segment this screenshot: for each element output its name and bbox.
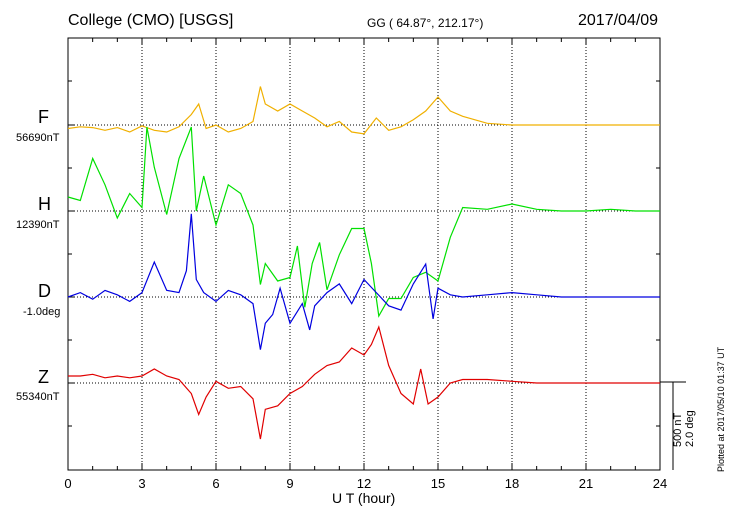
series-f <box>67 86 660 135</box>
series-d <box>67 213 660 350</box>
label-f: F <box>38 107 49 127</box>
x-tick-label-9: 9 <box>286 476 293 491</box>
baseline-h: 12390nT <box>16 219 60 231</box>
label-z: Z <box>38 367 49 387</box>
x-tick-label-0: 0 <box>64 476 71 491</box>
label-h: H <box>38 194 51 214</box>
x-tick-label-12: 12 <box>357 476 371 491</box>
traces <box>67 86 660 440</box>
series-h <box>67 126 660 318</box>
x-axis: 0 3 6 9 12 15 18 21 24 <box>64 38 667 491</box>
baseline-z: 55340nT <box>16 391 60 403</box>
chart-title: College (CMO) [USGS] <box>68 12 234 29</box>
x-tick-label-24: 24 <box>653 476 667 491</box>
scale-label-nt: 500 nT <box>672 412 684 447</box>
label-d: D <box>38 281 51 301</box>
station-coordinates: GG ( 64.87°, 212.17°) <box>367 16 484 30</box>
scale-label-deg: 2.0 deg <box>684 410 696 447</box>
grid <box>68 38 660 470</box>
scale-bar <box>660 381 686 470</box>
x-tick-label-15: 15 <box>431 476 445 491</box>
baseline-d: -1.0deg <box>23 306 61 318</box>
x-tick-label-21: 21 <box>579 476 593 491</box>
x-tick-label-3: 3 <box>138 476 145 491</box>
baseline-f: 56690nT <box>16 132 60 144</box>
x-axis-label: U T (hour) <box>332 490 396 506</box>
plotted-timestamp: Plotted at 2017/05/10 01:37 UT <box>716 346 726 472</box>
x-tick-label-18: 18 <box>505 476 519 491</box>
series-z <box>68 325 660 440</box>
chart-date: 2017/04/09 <box>578 12 659 29</box>
x-tick-label-6: 6 <box>212 476 219 491</box>
